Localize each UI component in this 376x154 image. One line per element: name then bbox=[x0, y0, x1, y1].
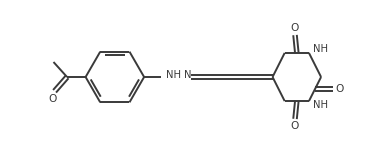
Text: O: O bbox=[336, 84, 344, 94]
Text: O: O bbox=[49, 94, 57, 104]
Text: O: O bbox=[291, 121, 299, 131]
Text: NH: NH bbox=[166, 70, 181, 80]
Text: NH: NH bbox=[313, 44, 328, 54]
Text: N: N bbox=[184, 70, 191, 80]
Text: O: O bbox=[291, 23, 299, 33]
Text: NH: NH bbox=[313, 100, 328, 110]
